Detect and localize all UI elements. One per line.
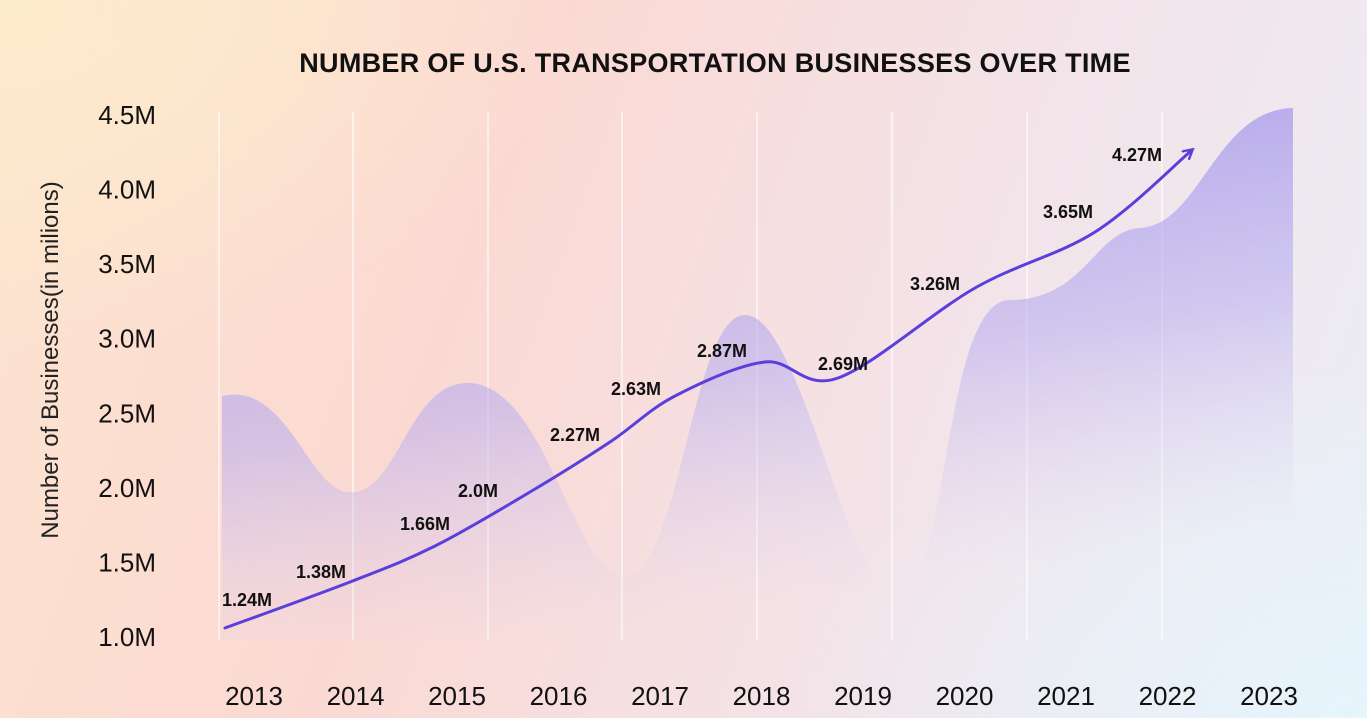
data-label: 2.87M <box>697 341 747 361</box>
data-label: 2.63M <box>611 379 661 399</box>
x-tick-label: 2022 <box>1139 681 1197 711</box>
y-tick-label: 2.5M <box>98 398 156 428</box>
x-tick-label: 2018 <box>733 681 791 711</box>
data-label: 3.65M <box>1043 202 1093 222</box>
x-tick-label: 2015 <box>428 681 486 711</box>
x-tick-label: 2017 <box>631 681 689 711</box>
y-tick-label: 4.0M <box>98 175 156 205</box>
chart-title: NUMBER OF U.S. TRANSPORTATION BUSINESSES… <box>299 48 1131 78</box>
data-label: 3.26M <box>910 274 960 294</box>
x-tick-label: 2023 <box>1240 681 1298 711</box>
data-label: 2.27M <box>550 425 600 445</box>
data-label: 1.38M <box>296 562 346 582</box>
y-tick-label: 3.5M <box>98 249 156 279</box>
y-tick-label: 3.0M <box>98 324 156 354</box>
series-line <box>223 150 1192 630</box>
x-tick-label: 2014 <box>327 681 385 711</box>
data-label: 4.27M <box>1112 145 1162 165</box>
decorative-wave-area <box>222 108 1293 640</box>
data-label: 1.66M <box>400 514 450 534</box>
x-tick-label: 2013 <box>225 681 283 711</box>
y-tick-label: 1.0M <box>98 622 156 652</box>
x-tick-label: 2019 <box>834 681 892 711</box>
x-tick-label: 2016 <box>530 681 588 711</box>
data-label: 1.24M <box>222 590 272 610</box>
y-tick-label: 4.5M <box>98 100 156 130</box>
y-tick-label: 2.0M <box>98 473 156 503</box>
x-tick-label: 2021 <box>1037 681 1095 711</box>
y-tick-label: 1.5M <box>98 547 156 577</box>
data-label: 2.0M <box>458 481 498 501</box>
data-label: 2.69M <box>818 354 868 374</box>
x-tick-label: 2020 <box>936 681 994 711</box>
